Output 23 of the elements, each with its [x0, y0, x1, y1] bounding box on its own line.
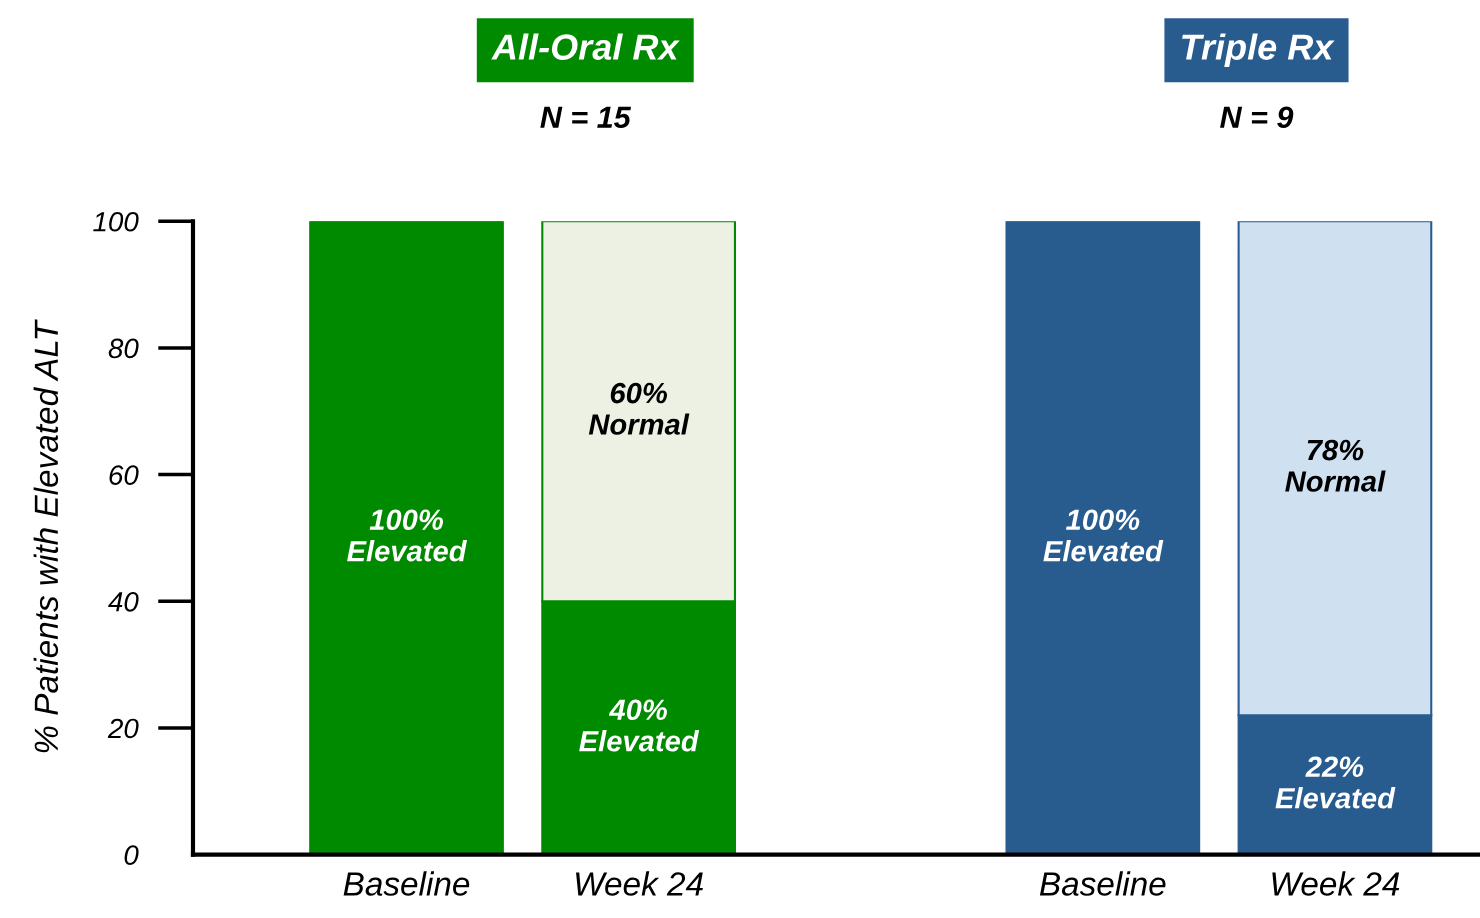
text: N = 9 — [1220, 106, 1294, 129]
y-tick-label: 20 — [107, 718, 139, 739]
data-label: 60% Normal — [588, 382, 690, 435]
y-tick-label: 80 — [108, 338, 139, 359]
data-label: 100% Elevated — [1043, 509, 1164, 562]
y-tick-label: 100 — [93, 211, 139, 232]
y-tick-label: 60 — [109, 465, 139, 485]
x-tick-label: Week 24 — [1272, 871, 1400, 896]
data-label: 22% Elevated — [1275, 756, 1396, 809]
y-tick-label: 40 — [108, 591, 139, 612]
x-tick-label: Baseline — [1039, 871, 1166, 896]
text: N = 15 — [540, 106, 632, 129]
x-tick-label: Baseline — [343, 871, 470, 896]
x-tick-label: Week 24 — [576, 871, 703, 896]
data-label: 100% Elevated — [347, 509, 468, 562]
y-tick-label: 0 — [124, 845, 139, 865]
data-label: 78% Normal — [1285, 439, 1386, 492]
text: All-Oral Rx — [491, 33, 680, 60]
bar — [1005, 221, 1201, 855]
bar — [309, 221, 504, 855]
y-axis-title: % Patients with Elevated ALT — [33, 319, 59, 753]
text: Triple Rx — [1182, 33, 1335, 68]
data-label: 40% Elevated — [579, 699, 700, 752]
